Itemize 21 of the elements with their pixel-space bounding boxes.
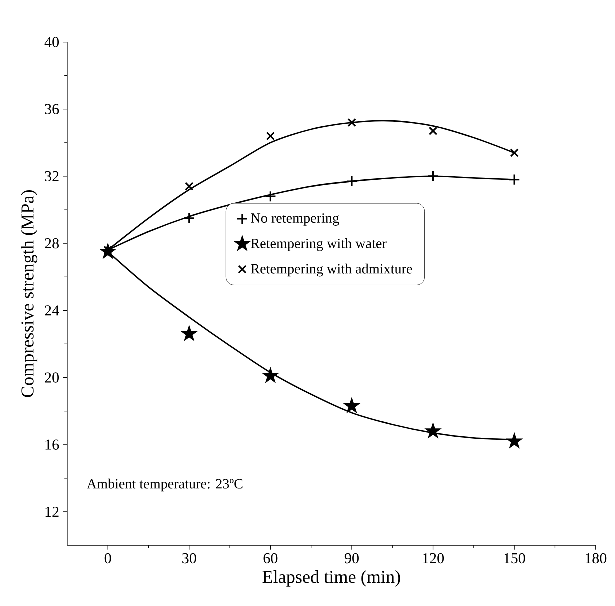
annotation: Ambient temperature: 23ºC <box>86 478 243 492</box>
x-tick-label: 180 <box>586 553 607 564</box>
y-tick-label: 36 <box>45 104 60 114</box>
legend-label: No retempering <box>251 214 340 226</box>
x-axis-title: Elapsed time (min) <box>262 570 400 587</box>
y-tick-label: 20 <box>45 372 60 383</box>
y-tick-label: 24 <box>45 306 60 316</box>
x-tick-label: 0 <box>104 553 112 564</box>
x-tick-label: 120 <box>423 553 444 564</box>
x-tick-label: 90 <box>344 553 359 564</box>
y-axis-title: Compressive strength (MPa) <box>21 190 38 398</box>
legend-label: Retempering with admixture <box>251 264 412 277</box>
y-tick-label: 12 <box>46 507 59 518</box>
x-tick-label: 150 <box>504 553 526 564</box>
legend-label: Retempering with water <box>251 238 387 252</box>
y-tick-label: 28 <box>45 238 60 249</box>
y-tick-label: 32 <box>45 171 59 182</box>
x-tick-label: 60 <box>264 553 278 564</box>
y-tick-label: 16 <box>46 440 60 450</box>
x-tick-label: 30 <box>182 553 196 564</box>
y-tick-label: 40 <box>44 37 60 48</box>
